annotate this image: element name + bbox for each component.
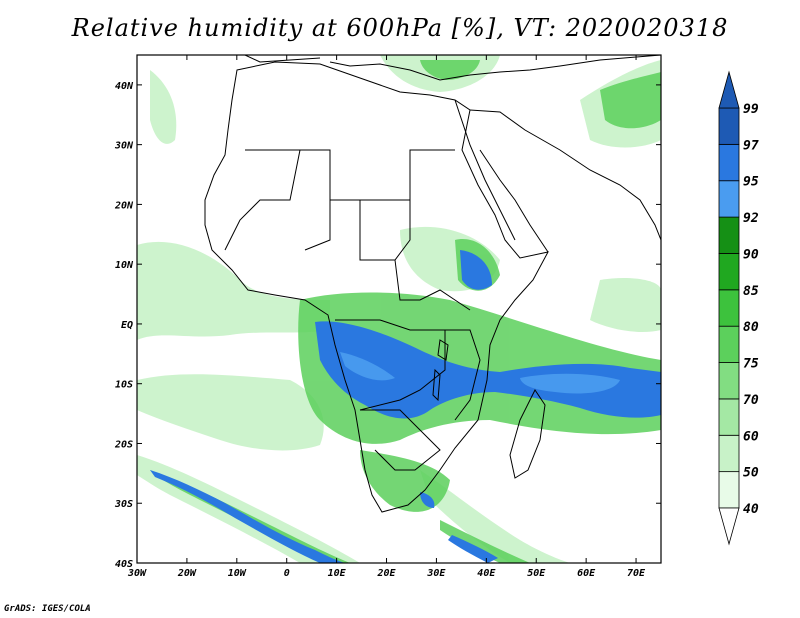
y-tick-label-3: 10N	[115, 260, 134, 271]
colorbar-label-10: 97	[743, 138, 759, 153]
x-tick-label-0: 30W	[127, 568, 147, 579]
map-plot-area	[137, 55, 661, 563]
x-axis: 30W 20W 10W 0 10E 20E 30E 40E 50E 60E 70E	[127, 55, 646, 579]
colorbar-box-8	[718, 180, 740, 218]
humidity-core-highlights	[340, 352, 620, 394]
y-tick-label-1: 30N	[114, 141, 134, 152]
colorbar-label-3: 70	[743, 393, 759, 408]
y-axis: 40N 30N 20N 10N EQ 10S 20S 30S 40S	[114, 81, 661, 570]
colorbar-box-9	[718, 143, 740, 182]
x-tick-label-2: 10W	[228, 568, 247, 579]
x-tick-label-4: 10E	[328, 568, 347, 579]
x-tick-label-10: 70E	[627, 568, 646, 579]
colorbar-label-11: 99	[743, 102, 759, 117]
colorbar-box-4	[718, 325, 740, 363]
colorbar-box-2	[718, 398, 740, 436]
colorbar-label-0: 40	[743, 502, 759, 517]
colorbar-arrow-bottom	[718, 507, 740, 546]
colorbar-box-3	[718, 362, 740, 400]
y-tick-label-8: 40S	[115, 559, 133, 570]
y-tick-label-4: EQ	[121, 320, 133, 331]
y-tick-label-0: 40N	[115, 81, 134, 92]
humidity-field	[137, 55, 661, 563]
colorbar-label-5: 80	[743, 320, 759, 335]
x-tick-label-8: 50E	[527, 568, 546, 579]
colorbar-box-5	[718, 289, 740, 327]
colorbar-box-1	[718, 434, 740, 473]
colorbar-box-10	[718, 107, 740, 145]
colorbar-label-2: 60	[743, 429, 759, 444]
colorbar-label-8: 92	[743, 211, 759, 226]
humidity-core-areas	[150, 250, 661, 563]
plot-frame	[136, 54, 662, 564]
x-tick-label-6: 30E	[426, 568, 446, 579]
credit-text: GrADS: IGES/COLA	[4, 604, 91, 614]
colorbar-box-0	[718, 471, 740, 509]
x-tick-label-1: 20W	[177, 568, 197, 579]
y-tick-label-2: 20N	[114, 200, 134, 211]
colorbar-label-1: 50	[743, 466, 759, 481]
y-tick-label-5: 10S	[115, 380, 133, 391]
y-tick-label-7: 30S	[114, 499, 133, 510]
colorbar-label-9: 95	[743, 175, 759, 190]
colorbar-label-4: 75	[743, 357, 759, 372]
chart-title: Relative humidity at 600hPa [%], VT: 202…	[71, 14, 729, 42]
colorbar-box-6	[718, 253, 740, 291]
colorbar-box-7	[718, 216, 740, 254]
x-tick-label-5: 20E	[376, 568, 396, 579]
colorbar-arrow-top	[718, 70, 740, 109]
x-tick-label-3: 0	[284, 568, 290, 579]
colorbar: 40 50 60 70 75 80 85 90 92 95 97 99	[718, 70, 759, 546]
x-tick-label-7: 40E	[477, 568, 496, 579]
y-tick-label-6: 20S	[114, 439, 133, 450]
coastlines	[204, 55, 661, 513]
colorbar-label-6: 85	[743, 284, 759, 299]
colorbar-label-7: 90	[743, 247, 759, 262]
x-tick-label-9: 60E	[577, 568, 596, 579]
